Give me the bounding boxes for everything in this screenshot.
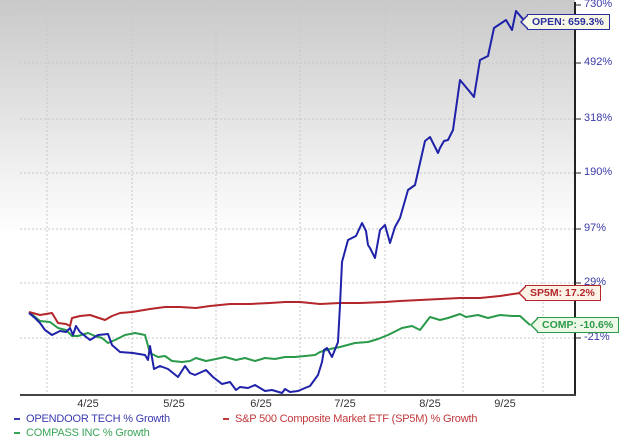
y-tick-label: 730% [584,0,613,10]
legend-item-sp5m: S&P 500 Composite Market ETF (SP5M) % Gr… [223,413,477,425]
y-tick-label: 318% [584,112,613,124]
comp-end-tag: COMP: -10.6% [537,317,620,333]
y-tick-label: 190% [584,166,613,178]
open-end-tag: OPEN: 659.3% [527,14,610,30]
legend-label-sp5m: S&P 500 Composite Market ETF (SP5M) % Gr… [235,413,478,425]
y-tick-marks [575,4,581,339]
y-tick-label: -21% [584,331,610,343]
series-line-comp [28,311,531,363]
x-tick-label: 7/25 [334,398,356,410]
legend-label-comp: COMPASS INC % Growth [26,427,150,439]
series-line-open [28,10,533,394]
legend-swatch-comp [14,432,20,435]
legend-label-open: OPENDOOR TECH % Growth [26,413,170,425]
gridlines [20,2,574,394]
x-tick-label: 6/25 [250,398,272,410]
y-tick-label: 97% [584,222,607,234]
x-tick-label: 9/25 [494,398,516,410]
legend-item-comp: COMPASS INC % Growth [14,427,150,439]
legend-swatch-open [14,418,20,421]
x-tick-label: 4/25 [77,398,99,410]
series-lines [28,10,533,394]
series-line-sp5m [28,292,521,327]
legend-item-open: OPENDOOR TECH % Growth [14,413,170,425]
y-tick-label: 492% [584,56,613,68]
x-tick-label: 8/25 [419,398,441,410]
x-tick-label: 5/25 [163,398,185,410]
legend-swatch-sp5m [223,418,229,421]
sp5m-end-tag: SP5M: 17.2% [525,285,601,301]
